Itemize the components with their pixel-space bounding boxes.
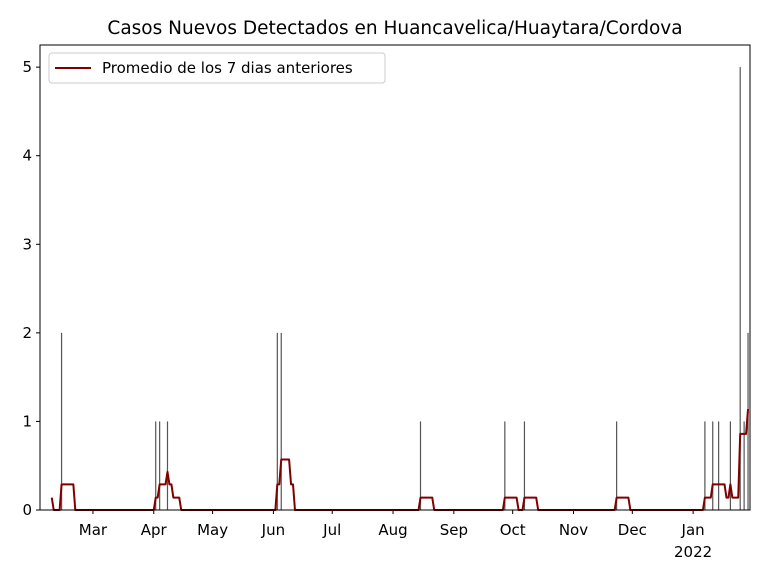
x-tick-label: Jul [322, 521, 341, 539]
y-tick-label: 1 [22, 412, 32, 430]
x-tick-label: Sep [440, 521, 468, 539]
x-tick-label: May [197, 521, 228, 539]
x-tick-label: Jan [681, 521, 705, 539]
y-tick-label: 5 [22, 58, 32, 76]
line [50, 408, 750, 511]
legend-box [48, 52, 386, 84]
legend-label: Promedio de los 7 dias anteriores [102, 59, 353, 77]
x-tick-label: Nov [559, 521, 588, 539]
x-tick-label: Aug [378, 521, 407, 539]
y-tick-label: 0 [22, 501, 32, 519]
y-tick-label: 2 [22, 324, 32, 342]
x-tick-label: Apr [141, 521, 168, 539]
x-tick-label: Dec [618, 521, 647, 539]
y-tick-label: 4 [22, 147, 32, 165]
x-tick-label: Jun [261, 521, 285, 539]
x-tick-label: Mar [79, 521, 108, 539]
plot-frame [39, 44, 751, 511]
chart-title: Casos Nuevos Detectados en Huancavelica/… [107, 18, 682, 39]
x-year-label: 2022 [674, 543, 712, 561]
y-tick-label: 3 [22, 235, 32, 253]
legend: Promedio de los 7 dias anteriores [48, 52, 386, 84]
x-tick-label: Oct [500, 521, 526, 539]
